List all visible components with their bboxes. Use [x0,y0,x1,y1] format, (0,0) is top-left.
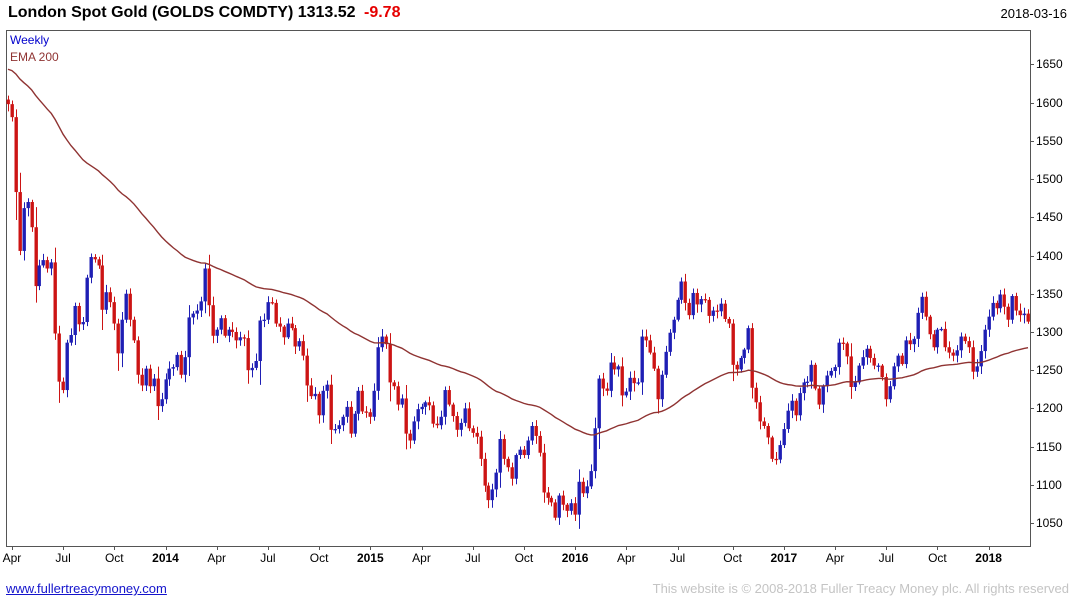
y-axis-label: 1500 [1036,172,1063,187]
timeframe-label: Weekly [10,33,50,47]
y-axis-label: 1250 [1036,363,1063,378]
x-axis-label: Oct [514,551,534,565]
y-axis-label: 1150 [1036,439,1062,454]
x-axis-label: Apr [2,551,22,565]
x-axis-label: Apr [616,551,636,565]
x-axis-label: Oct [928,551,947,565]
x-axis-label: 2014 [152,551,179,565]
x-axis-label: Apr [207,551,227,565]
x-axis-label: Oct [104,551,124,565]
price-change: -9.78 [364,4,401,21]
y-axis-label: 1300 [1036,324,1063,339]
x-axis-label: Oct [723,551,742,565]
y-axis-label: 1550 [1036,133,1063,148]
chart-title: London Spot Gold (GOLDS COMDTY) 1313.52 [8,4,356,21]
x-axis-label: 2016 [561,551,589,565]
x-axis-label: Apr [825,551,845,565]
x-axis-label: 2017 [770,551,798,565]
y-axis-label: 1050 [1036,516,1063,531]
y-axis-label: 1450 [1036,210,1063,225]
ema-legend-label: EMA 200 [10,50,59,64]
x-axis-label: Jul [260,551,276,565]
copyright-text: This website is © 2008-2018 Fuller Treac… [652,581,1069,596]
x-axis-label: 2018 [975,551,1002,565]
x-axis-label: Jul [878,551,894,565]
y-axis-label: 1400 [1036,248,1063,263]
x-axis-label: Apr [412,551,431,565]
y-axis-label: 1650 [1036,57,1063,72]
y-axis-label: 1200 [1036,401,1063,416]
chart-date: 2018-03-16 [1000,6,1068,21]
x-axis-label: 2015 [356,551,384,565]
x-axis-label: Jul [669,551,686,565]
site-link[interactable]: www.fullertreacymoney.com [6,581,167,596]
y-axis-label: 1100 [1036,477,1062,492]
y-axis-label: 1600 [1036,95,1063,110]
x-axis-label: Jul [55,551,71,565]
x-axis-label: Oct [309,551,329,565]
x-axis-label: Jul [465,551,481,565]
y-axis-label: 1350 [1036,286,1063,301]
